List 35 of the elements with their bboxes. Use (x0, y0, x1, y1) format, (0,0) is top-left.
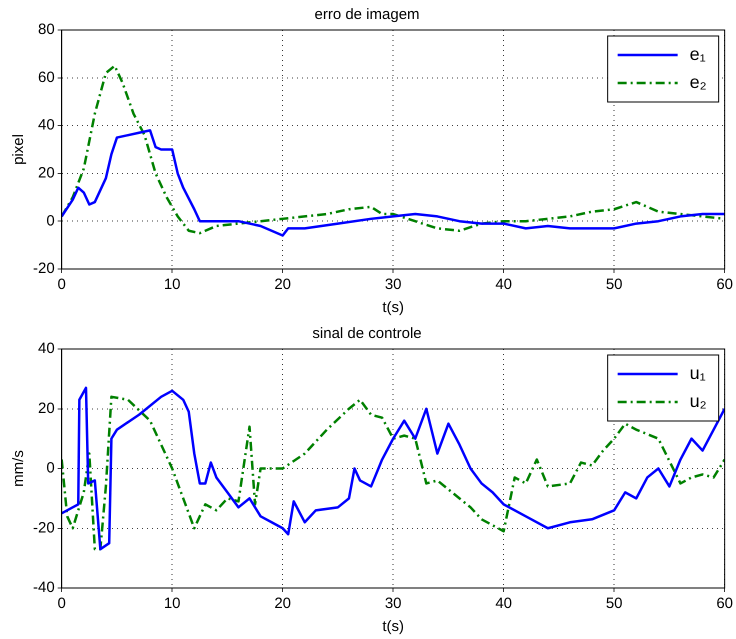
y-tick-label: -20 (32, 260, 55, 278)
x-tick-label: 20 (274, 276, 292, 294)
chart-title: erro de imagem (314, 6, 420, 24)
legend-label: e₁ (690, 44, 706, 64)
y-tick-label: 20 (38, 400, 55, 417)
y-axis-title: mm/s (10, 450, 28, 487)
x-tick-label: 60 (716, 595, 733, 612)
x-axis-title: t(s) (382, 299, 404, 316)
y-tick-label: 80 (38, 21, 55, 38)
x-tick-label: 40 (495, 595, 512, 612)
x-tick-label: 0 (58, 595, 66, 612)
chart-title: sinal de controle (312, 325, 422, 342)
y-tick-label: -20 (32, 519, 55, 536)
x-tick-label: 20 (274, 595, 292, 612)
x-tick-label: 30 (384, 276, 402, 294)
y-tick-label: 20 (38, 164, 55, 182)
x-tick-label: 50 (606, 595, 623, 612)
legend-label: u₂ (690, 390, 707, 411)
x-tick-label: 40 (495, 276, 512, 294)
x-tick-label: 0 (58, 276, 66, 294)
legend-label: e₂ (690, 72, 707, 92)
x-axis-title: t(s) (382, 618, 404, 636)
x-tick-label: 50 (606, 276, 623, 294)
y-tick-label: 40 (38, 340, 55, 358)
y-tick-label: 40 (38, 116, 55, 134)
x-tick-label: 30 (384, 595, 402, 612)
y-tick-label: 0 (46, 212, 55, 230)
y-tick-label: 0 (46, 460, 55, 477)
legend-label: u₁ (690, 362, 706, 383)
x-tick-label: 60 (716, 276, 733, 294)
y-tick-label: -40 (32, 579, 55, 596)
y-tick-label: 60 (38, 68, 55, 86)
x-tick-label: 10 (164, 276, 181, 294)
y-axis-title: pixel (10, 134, 28, 165)
x-tick-label: 10 (164, 595, 181, 612)
